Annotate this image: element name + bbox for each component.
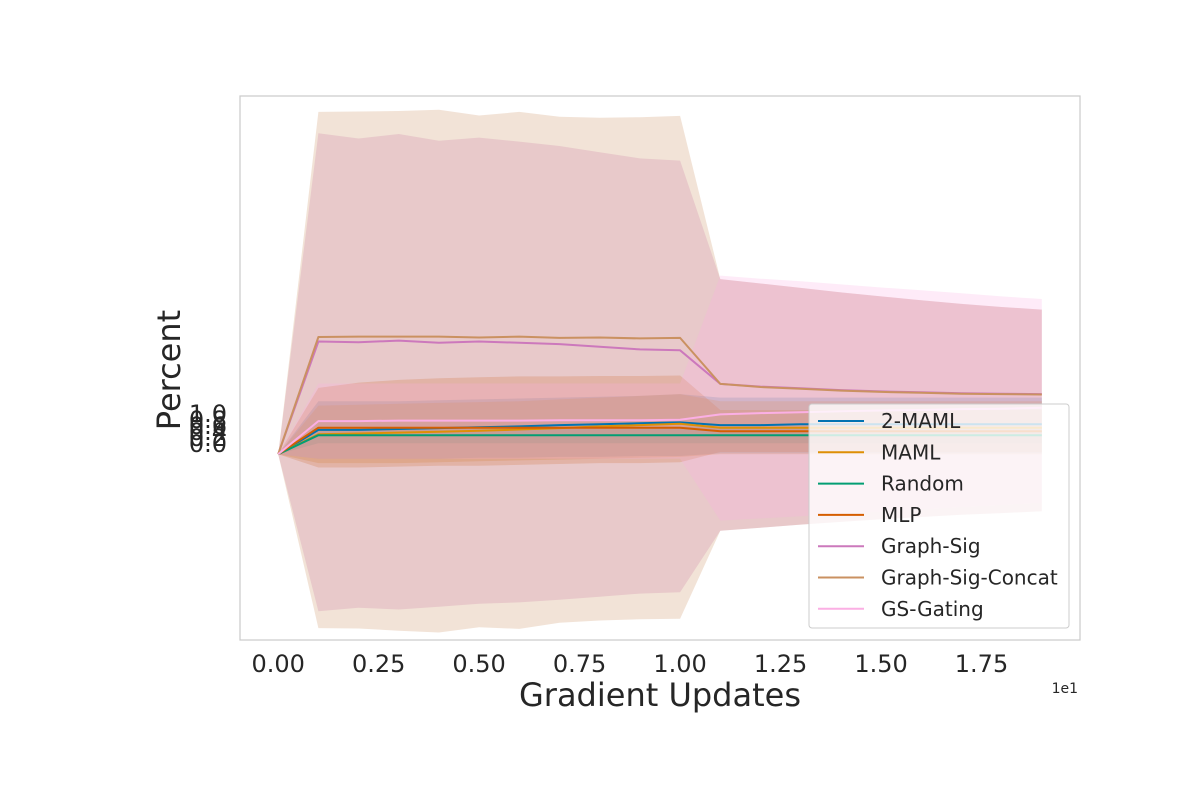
plot-area-frame (239, 95, 1081, 641)
x-tick-label: 0.75 (553, 650, 606, 678)
legend-entries: 2-MAML MAML Random MLP Graph-Sig Graph-Sig-Co… (818, 409, 1058, 621)
y-tick-label: 0.0 (189, 430, 227, 458)
legend-label: MLP (881, 503, 921, 527)
legend-label: Random (881, 472, 964, 496)
y-axis-title: Percent (150, 310, 188, 430)
series-line-5 (277, 335, 1042, 455)
x-tick-label: 1.50 (854, 650, 907, 678)
x-tick-label: 1.00 (653, 650, 706, 678)
legend-frame (808, 403, 1070, 629)
y-tick-labels: 0.00.20.40.60.81.0 (189, 400, 227, 458)
y-tick-label: 0.2 (189, 424, 227, 452)
x-tick-label: 0.00 (251, 650, 304, 678)
legend-label: GS-Gating (881, 597, 984, 621)
legend-label: Graph-Sig (881, 534, 981, 558)
y-tick-label: 0.8 (189, 406, 227, 434)
x-axis-title: Gradient Updates (519, 676, 801, 714)
legend-label: 2-MAML (881, 409, 961, 433)
y-tick-label: 0.6 (189, 412, 227, 440)
legend: 2-MAML MAML Random MLP Graph-Sig Graph-Sig-Co… (808, 403, 1070, 629)
y-tick-label: 1.0 (189, 400, 227, 428)
y-tick-label: 0.4 (189, 418, 227, 446)
legend-label: MAML (881, 440, 941, 464)
x-tick-label: 0.25 (352, 650, 405, 678)
x-tick-labels: 0.00 0.25 0.50 0.75 1.00 1.25 1.50 1.75 (251, 650, 1008, 678)
x-tick-label: 0.50 (452, 650, 505, 678)
x-tick-label: 1.75 (955, 650, 1008, 678)
x-tick-label: 1.25 (754, 650, 807, 678)
x-axis-offset-label: 1e1 (1052, 681, 1078, 697)
legend-label: Graph-Sig-Concat (881, 566, 1058, 590)
